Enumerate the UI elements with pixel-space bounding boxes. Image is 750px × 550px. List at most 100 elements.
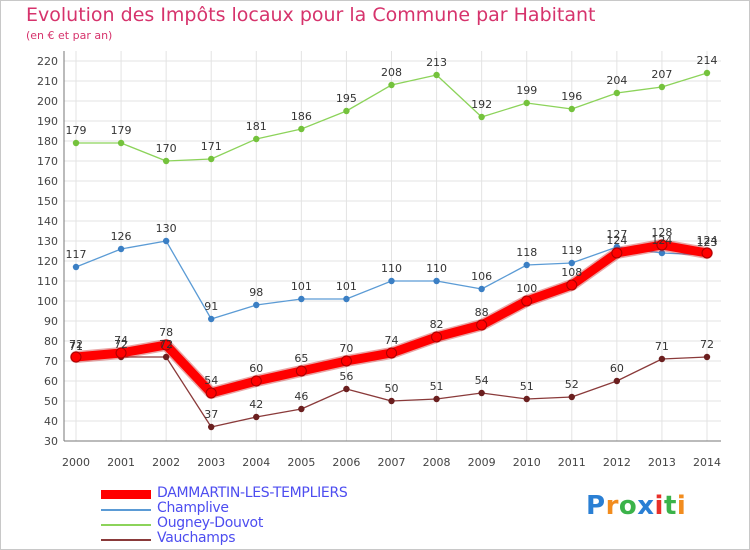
data-point-champlive bbox=[72, 263, 80, 271]
x-tick-label: 2010 bbox=[513, 456, 541, 469]
x-tick-label: 2008 bbox=[423, 456, 451, 469]
x-tick-label: 2014 bbox=[693, 456, 721, 469]
data-label-dammartin-les-templiers: 72 bbox=[69, 338, 83, 351]
chart-title: Evolution des Impôts locaux pour la Comm… bbox=[26, 4, 596, 26]
data-point-ougney-douvot bbox=[253, 135, 260, 143]
data-point-champlive bbox=[208, 315, 215, 323]
data-point-champlive bbox=[162, 237, 170, 245]
y-tick-label: 120 bbox=[37, 255, 58, 268]
chart-subtitle: (en € et par an) bbox=[26, 29, 113, 42]
data-label-dammartin-les-templiers: 88 bbox=[475, 306, 489, 319]
y-tick-label: 130 bbox=[37, 235, 58, 248]
x-tick-label: 2000 bbox=[62, 456, 90, 469]
y-tick-label: 80 bbox=[44, 335, 58, 348]
data-point-ougney-douvot bbox=[703, 69, 711, 77]
data-point-vauchamps bbox=[298, 405, 305, 413]
legend-swatch bbox=[101, 509, 151, 511]
x-tick-label: 2006 bbox=[332, 456, 360, 469]
y-tick-label: 30 bbox=[44, 435, 58, 448]
y-tick-label: 200 bbox=[37, 95, 58, 108]
data-label-champlive: 118 bbox=[516, 246, 537, 259]
data-label-ougney-douvot: 199 bbox=[516, 84, 537, 97]
y-tick-label: 90 bbox=[44, 315, 58, 328]
data-point-dammartin-les-templiers bbox=[386, 347, 397, 359]
data-label-ougney-douvot: 213 bbox=[426, 56, 447, 69]
data-point-ougney-douvot bbox=[162, 157, 170, 165]
y-tick-label: 70 bbox=[44, 355, 58, 368]
data-point-ougney-douvot bbox=[343, 107, 350, 115]
y-tick-label: 40 bbox=[44, 415, 58, 428]
data-label-dammartin-les-templiers: 124 bbox=[606, 234, 627, 247]
x-tick-label: 2007 bbox=[378, 456, 406, 469]
x-tick-label: 2005 bbox=[287, 456, 315, 469]
y-tick-label: 140 bbox=[37, 215, 58, 228]
data-label-dammartin-les-templiers: 65 bbox=[294, 352, 308, 365]
data-point-vauchamps bbox=[703, 353, 711, 361]
y-tick-label: 60 bbox=[44, 375, 58, 388]
legend-label: Vauchamps bbox=[157, 530, 236, 546]
data-label-champlive: 119 bbox=[561, 244, 582, 257]
y-tick-label: 210 bbox=[37, 75, 58, 88]
data-label-champlive: 127 bbox=[606, 228, 627, 241]
data-label-dammartin-les-templiers: 108 bbox=[561, 266, 582, 279]
data-point-champlive bbox=[658, 249, 666, 257]
data-label-vauchamps: 51 bbox=[430, 380, 444, 393]
data-point-vauchamps bbox=[613, 377, 621, 385]
data-point-dammartin-les-templiers bbox=[205, 387, 217, 399]
data-label-champlive: 101 bbox=[336, 280, 357, 293]
proxiti-logo: Proxiti bbox=[586, 491, 687, 521]
data-label-ougney-douvot: 207 bbox=[651, 68, 672, 81]
data-label-vauchamps: 50 bbox=[385, 382, 399, 395]
data-label-ougney-douvot: 186 bbox=[291, 110, 312, 123]
x-tick-label: 2013 bbox=[648, 456, 676, 469]
data-label-champlive: 110 bbox=[426, 262, 447, 275]
y-tick-label: 150 bbox=[37, 195, 58, 208]
data-point-vauchamps bbox=[253, 413, 260, 421]
data-label-ougney-douvot: 204 bbox=[606, 74, 627, 87]
data-label-vauchamps: 72 bbox=[159, 338, 173, 351]
data-point-vauchamps bbox=[568, 393, 575, 401]
legend-label: Ougney-Douvot bbox=[157, 515, 264, 531]
data-label-vauchamps: 72 bbox=[700, 338, 714, 351]
data-label-champlive: 124 bbox=[651, 234, 672, 247]
data-label-dammartin-les-templiers: 60 bbox=[249, 362, 263, 375]
x-tick-label: 2002 bbox=[152, 456, 180, 469]
data-point-ougney-douvot bbox=[478, 113, 485, 121]
data-label-vauchamps: 71 bbox=[655, 340, 669, 353]
y-tick-label: 180 bbox=[37, 135, 58, 148]
legend-swatch bbox=[101, 490, 151, 499]
data-point-dammartin-les-templiers bbox=[295, 365, 307, 377]
data-point-champlive bbox=[433, 277, 440, 285]
x-tick-label: 2012 bbox=[603, 456, 631, 469]
data-point-dammartin-les-templiers bbox=[115, 347, 127, 359]
data-label-vauchamps: 54 bbox=[475, 374, 489, 387]
data-point-dammartin-les-templiers bbox=[250, 375, 262, 387]
data-label-dammartin-les-templiers: 124 bbox=[697, 234, 718, 247]
data-point-dammartin-les-templiers bbox=[701, 247, 713, 259]
y-tick-label: 160 bbox=[37, 175, 58, 188]
data-point-champlive bbox=[523, 261, 530, 269]
x-tick-label: 2001 bbox=[107, 456, 135, 469]
data-point-vauchamps bbox=[162, 353, 170, 361]
data-label-champlive: 101 bbox=[291, 280, 312, 293]
data-label-ougney-douvot: 196 bbox=[561, 90, 582, 103]
data-point-dammartin-les-templiers bbox=[611, 247, 623, 259]
data-point-champlive bbox=[478, 285, 485, 293]
data-point-ougney-douvot bbox=[388, 81, 395, 89]
data-point-vauchamps bbox=[343, 385, 350, 393]
data-label-champlive: 106 bbox=[471, 270, 492, 283]
data-label-dammartin-les-templiers: 78 bbox=[159, 326, 173, 339]
legend-label: Champlive bbox=[157, 500, 229, 516]
data-label-champlive: 117 bbox=[66, 248, 87, 261]
data-point-ougney-douvot bbox=[117, 139, 125, 147]
data-label-dammartin-les-templiers: 54 bbox=[204, 374, 218, 387]
data-label-vauchamps: 51 bbox=[520, 380, 534, 393]
data-point-dammartin-les-templiers bbox=[521, 295, 533, 307]
y-tick-label: 170 bbox=[37, 155, 58, 168]
y-tick-label: 110 bbox=[37, 275, 58, 288]
data-point-dammartin-les-templiers bbox=[70, 351, 82, 363]
data-label-dammartin-les-templiers: 82 bbox=[430, 318, 444, 331]
data-point-ougney-douvot bbox=[298, 125, 305, 133]
